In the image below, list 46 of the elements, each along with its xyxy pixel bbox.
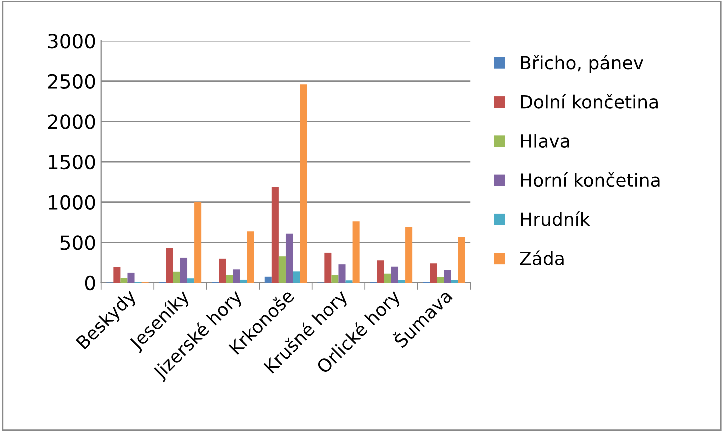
bar <box>173 272 180 283</box>
bar <box>286 234 294 283</box>
bar <box>247 232 254 283</box>
bar <box>180 258 188 283</box>
y-tick-label: 3000 <box>48 34 96 49</box>
bar <box>451 280 458 283</box>
bar <box>128 272 135 283</box>
bar <box>240 280 248 283</box>
y-tick-label: 1500 <box>49 154 96 170</box>
bar <box>437 277 444 283</box>
bar <box>332 275 339 283</box>
bar <box>278 256 286 283</box>
bar <box>300 84 308 283</box>
bar <box>264 276 272 283</box>
y-tick-label: 2000 <box>48 114 96 130</box>
bar <box>430 264 438 283</box>
y-tick-label: 500 <box>60 236 96 250</box>
bar <box>398 280 406 283</box>
bar <box>194 202 202 283</box>
bar <box>391 266 399 283</box>
bar <box>444 270 452 283</box>
bar <box>233 270 240 283</box>
y-tick-label: 2500 <box>48 74 96 90</box>
legend-label: Záda <box>520 250 564 266</box>
legend-label: Břicho, pánev <box>521 55 644 74</box>
legend-label: Hlava <box>521 134 570 148</box>
bar <box>377 260 384 283</box>
bar <box>272 187 279 283</box>
bar <box>219 258 226 283</box>
bar <box>352 222 360 283</box>
bar <box>384 274 392 283</box>
bar <box>293 272 300 283</box>
bar <box>458 238 466 283</box>
bar <box>324 252 332 283</box>
y-tick-label: 1000 <box>49 195 96 210</box>
legend-label: Dolní končetina <box>521 94 658 109</box>
y-tick-label: 0 <box>85 276 96 291</box>
bar <box>188 278 195 283</box>
bar <box>406 228 413 283</box>
legend-label: Horní končetina <box>521 172 660 188</box>
bar <box>120 278 128 283</box>
bar <box>226 275 234 283</box>
legend-label: Hrudník <box>521 212 590 226</box>
bar <box>114 267 121 283</box>
bar <box>338 264 346 283</box>
bar <box>166 248 174 283</box>
